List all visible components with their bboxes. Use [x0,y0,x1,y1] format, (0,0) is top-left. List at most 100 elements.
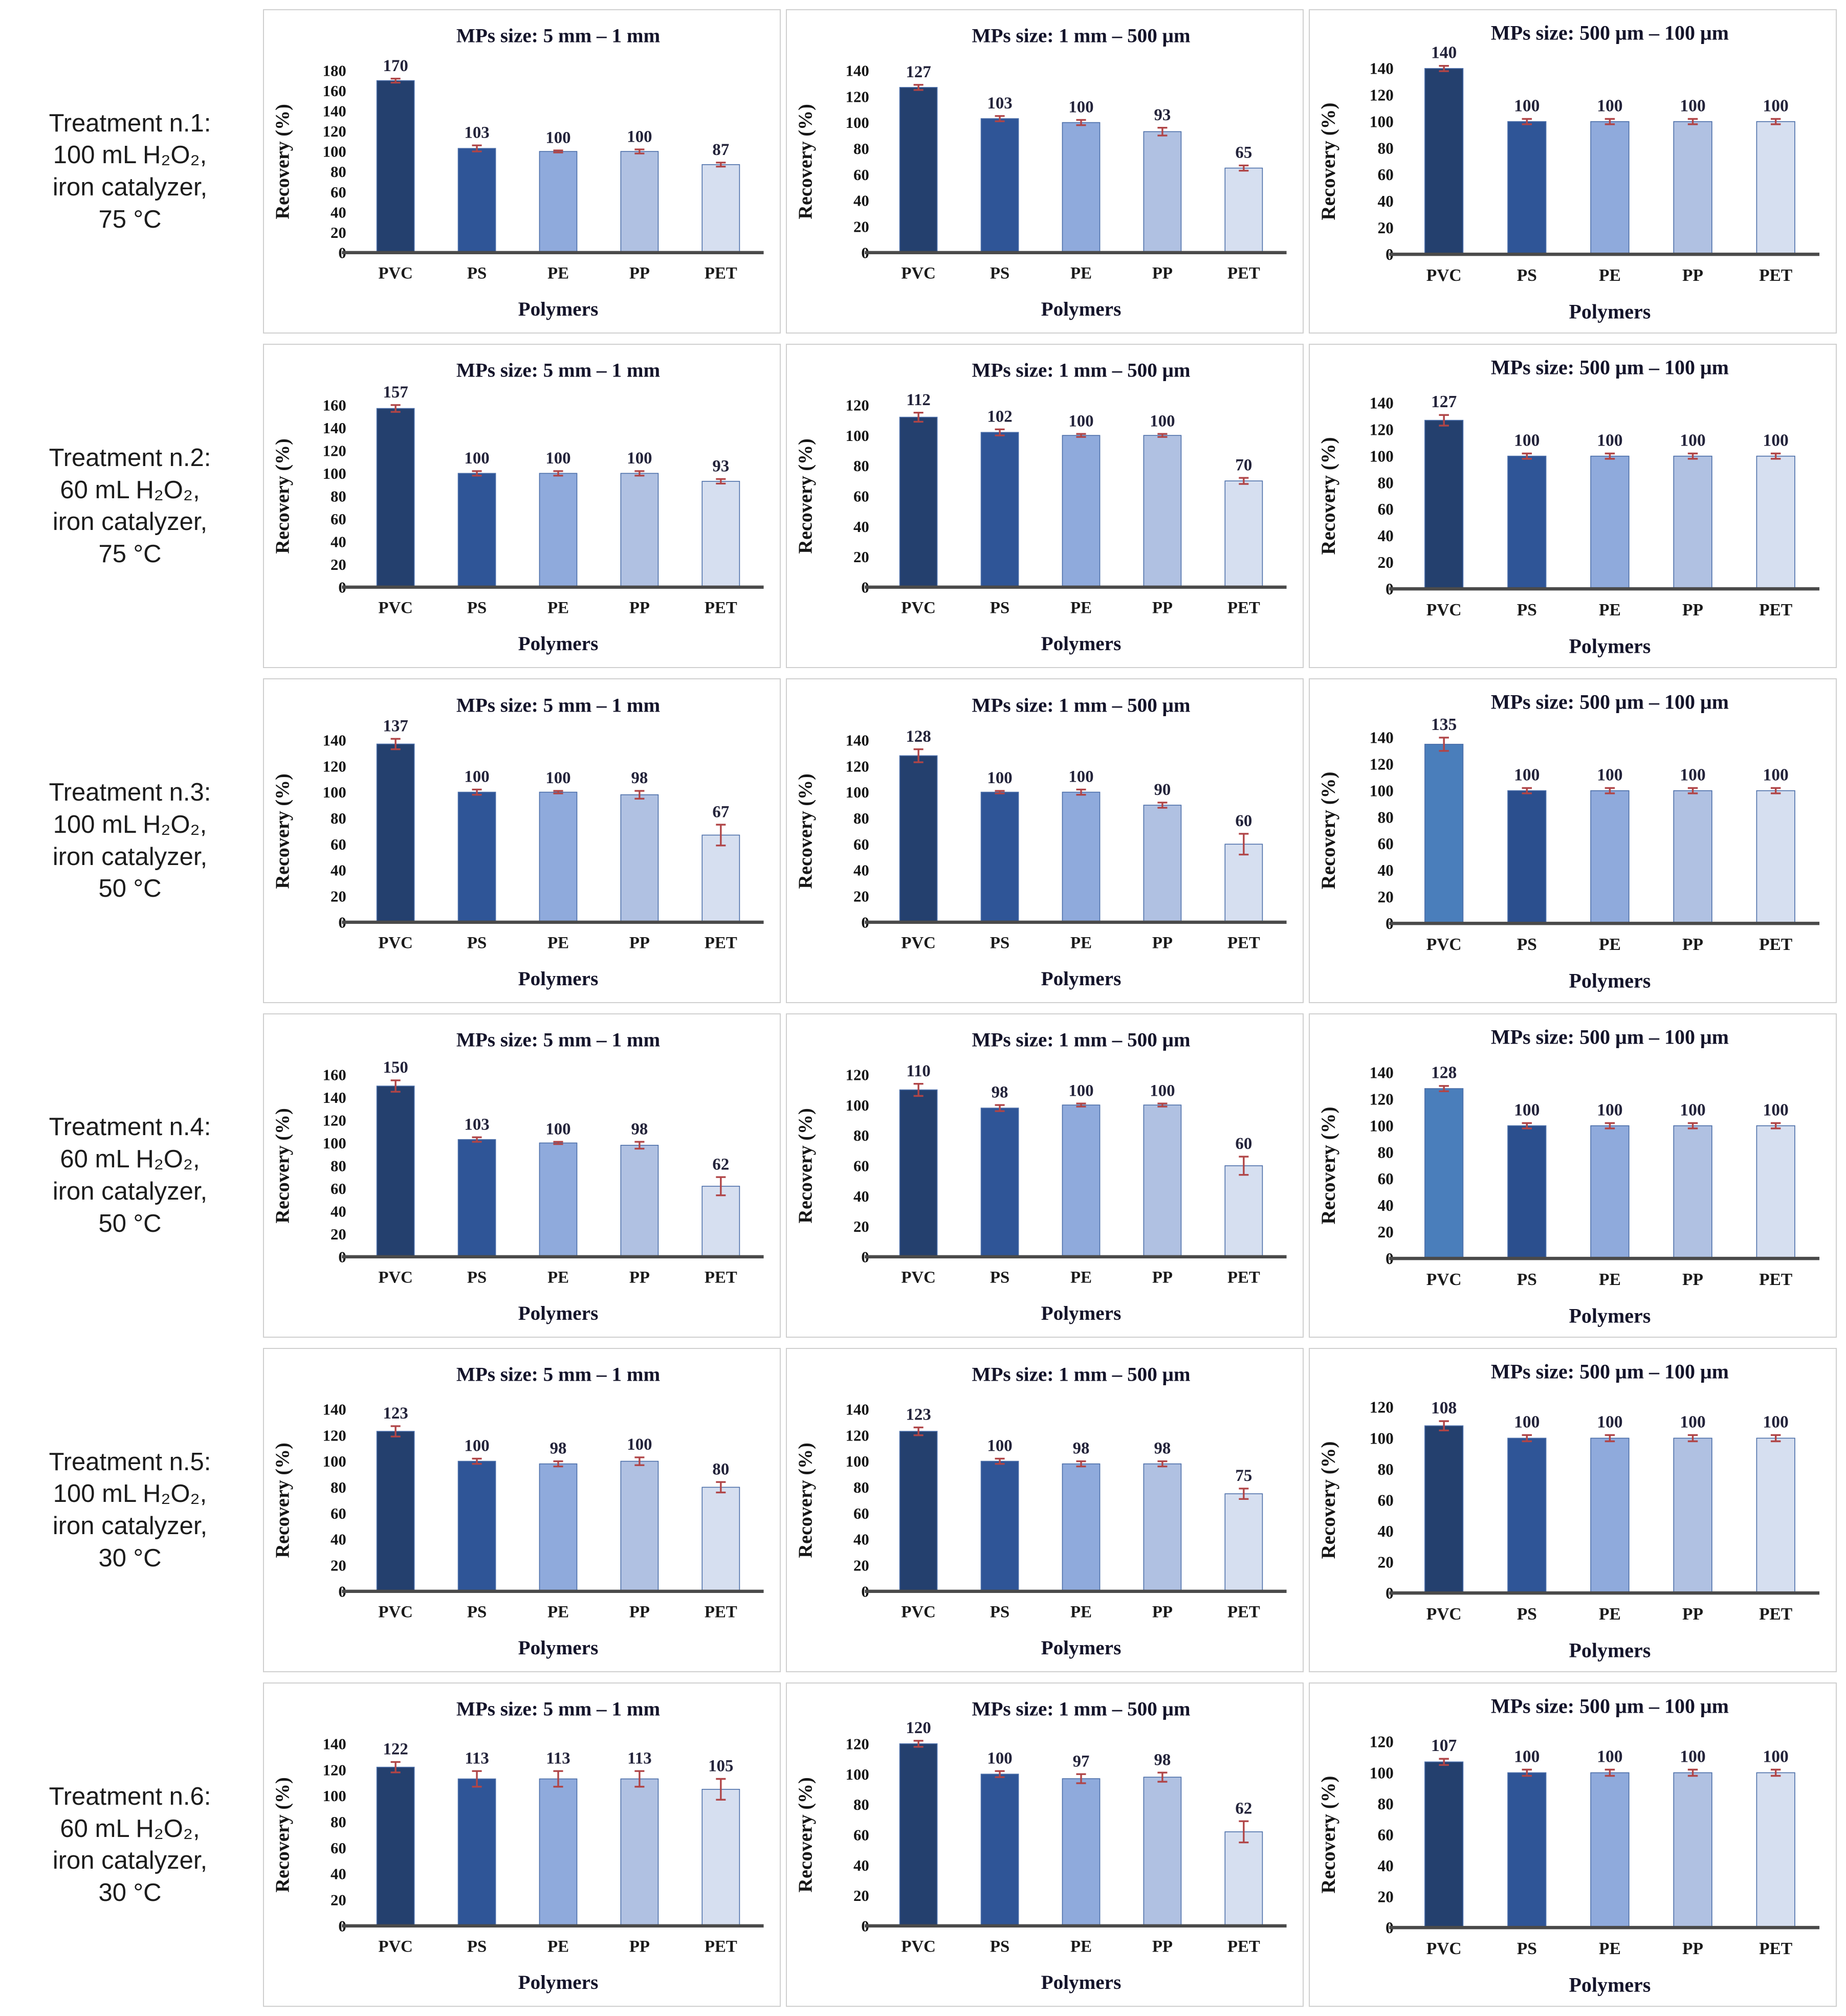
y-tick-label: 100 [1370,1764,1394,1782]
chart-title: MPs size: 500 μm – 100 μm [1491,356,1729,379]
bar-PET [1756,1125,1795,1259]
x-tick-label-PP: PP [1152,1603,1173,1622]
value-label-PE: 100 [1068,767,1093,786]
y-tick-label: 40 [1377,1197,1393,1214]
x-tick-label-PS: PS [1517,1939,1537,1958]
treatment-label-line: 30 °C [98,1544,162,1572]
value-label-PVC: 150 [383,1058,408,1077]
bar-PVC [1424,744,1464,924]
x-axis-label: Polymers [1041,967,1122,989]
bar-PP [1673,456,1712,590]
value-label-PS: 100 [1514,1747,1540,1766]
bar-PE [1062,1104,1101,1257]
x-axis-label: Polymers [1041,298,1122,320]
x-tick-label-PE: PE [1599,1939,1621,1958]
bar-PP [620,1144,659,1257]
x-axis-label: Polymers [518,1637,599,1659]
x-tick-label-PP: PP [1152,1938,1173,1956]
y-tick-label: 40 [853,1188,869,1205]
treatment-label-line: iron catalyzer, [52,173,208,202]
bar-PE [1590,1125,1630,1259]
value-label-PE: 113 [546,1749,570,1768]
y-tick-label: 60 [331,835,346,853]
bar-PS [1507,456,1547,590]
treatment-label-line: 100 mL H₂O₂, [53,1480,207,1508]
x-tick-label-PE: PE [1599,266,1621,285]
y-tick-label: 120 [1370,421,1394,439]
y-tick-label: 100 [1370,448,1394,466]
treatment-label-line: Treatment n.6: [49,1782,211,1810]
y-tick-label: 20 [853,1218,869,1235]
x-tick-label-PS: PS [1517,935,1537,954]
bar-PE [539,151,578,253]
y-tick-label: 100 [1370,1429,1394,1447]
y-tick-label: 60 [853,1827,869,1844]
treatment-label-4: Treatment n.4: 60 mL H₂O₂, iron catalyzer,… [2,1013,258,1338]
y-tick-label: 100 [846,1453,869,1470]
bar-PVC [376,1431,415,1592]
value-label-PVC: 170 [383,57,408,75]
bar-PVC [899,1431,938,1592]
value-label-PS: 100 [1514,1100,1540,1119]
value-label-PP: 93 [1154,106,1171,124]
y-tick-label: 120 [323,1762,346,1779]
y-tick-label: 140 [323,1089,346,1106]
value-label-PS: 103 [987,94,1012,113]
bar-PP [1673,1125,1712,1259]
bar-PE [539,473,578,588]
y-axis-label: Recovery (%) [272,773,293,889]
value-label-PET: 100 [1763,1747,1789,1766]
x-tick-label-PS: PS [990,599,1009,617]
treatment-label-line: iron catalyzer, [52,508,208,536]
treatment-label-line: 50 °C [98,1209,162,1237]
x-tick-label-PP: PP [1682,266,1703,285]
y-tick-label: 160 [323,397,346,414]
y-tick-label: 140 [1370,1064,1394,1081]
bar-PE [1062,122,1101,253]
y-tick-label: 80 [1377,809,1393,827]
x-tick-label-PVC: PVC [901,1938,935,1956]
y-tick-label: 20 [1377,1888,1393,1906]
x-tick-label-PP: PP [629,934,650,952]
value-label-PVC: 123 [906,1406,931,1424]
bar-PE [1590,121,1630,255]
value-label-PE: 100 [1597,1412,1622,1431]
y-tick-label: 100 [323,465,346,482]
bar-PET [701,834,740,923]
x-tick-label-PVC: PVC [1426,1605,1462,1624]
chart-title: MPs size: 500 μm – 100 μm [1491,1360,1729,1383]
y-tick-label: 40 [853,192,869,210]
x-tick-label-PE: PE [547,264,569,283]
x-axis-label: Polymers [1569,1304,1651,1327]
treatment-label-line: 100 mL H₂O₂, [53,810,207,838]
y-tick-label: 40 [853,518,869,536]
y-tick-label: 60 [853,835,869,853]
value-label-PET: 80 [712,1460,729,1478]
value-label-PS: 100 [1514,766,1540,785]
value-label-PS: 100 [1514,1412,1540,1431]
y-axis-label: Recovery (%) [795,438,816,553]
value-label-PP: 98 [631,769,648,787]
x-axis-label: Polymers [1569,1638,1651,1661]
x-tick-label-PS: PS [990,1603,1009,1622]
bar-PS [1507,790,1547,924]
x-tick-label-PE: PE [547,934,569,952]
treatment-label-line: 60 mL H₂O₂, [60,1145,200,1173]
y-axis-label: Recovery (%) [795,104,816,219]
value-label-PP: 98 [1154,1439,1171,1458]
value-label-PE: 100 [1597,431,1622,450]
value-label-PVC: 157 [383,383,408,402]
x-tick-label-PET: PET [1227,934,1260,952]
x-tick-label-PET: PET [1227,1603,1260,1622]
x-tick-label-PP: PP [629,599,650,617]
chart-title: MPs size: 5 mm – 1 mm [456,694,660,716]
y-tick-label: 60 [331,511,346,528]
treatment-label-line: Treatment n.5: [49,1448,211,1476]
y-tick-label: 120 [846,1066,869,1083]
x-tick-label-PE: PE [1070,264,1092,283]
y-tick-label: 100 [323,143,346,161]
